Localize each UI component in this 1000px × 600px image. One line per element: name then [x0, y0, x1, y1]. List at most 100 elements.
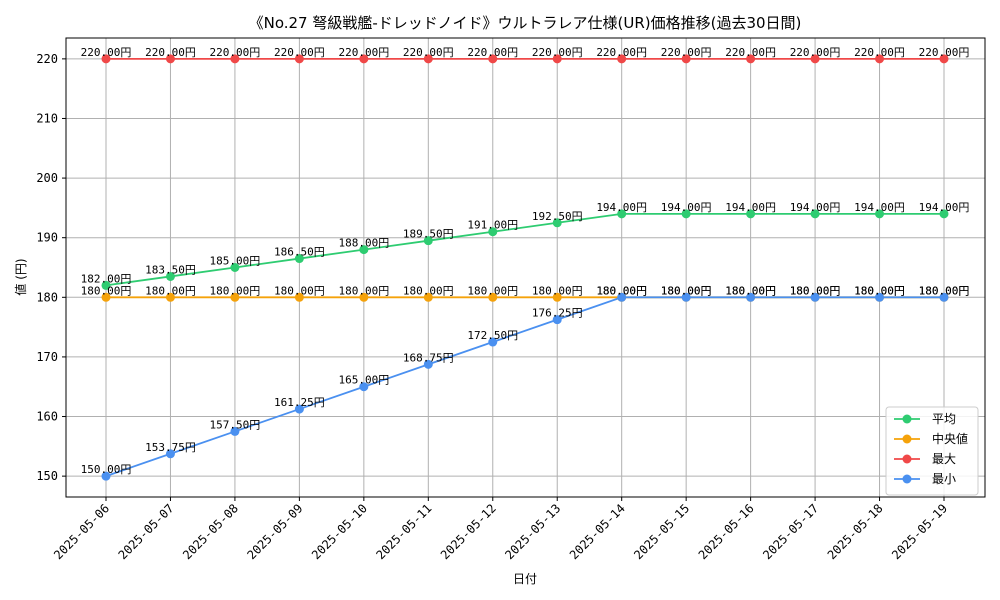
data-point: [230, 426, 240, 436]
data-point: [488, 292, 498, 302]
data-label: 220.00円: [81, 46, 132, 59]
data-point: [552, 218, 562, 228]
data-label: 180.00円: [725, 284, 776, 297]
data-label: 180.00円: [919, 284, 970, 297]
data-label: 220.00円: [338, 46, 389, 59]
x-axis-label: 日付: [513, 572, 537, 586]
data-point: [939, 292, 949, 302]
data-label: 180.00円: [661, 284, 712, 297]
legend-item: 平均: [894, 412, 956, 426]
data-label: 220.00円: [661, 46, 712, 59]
x-tick-label: 2025-05-19: [889, 501, 950, 562]
data-point: [423, 54, 433, 64]
x-tick-label: 2025-05-10: [309, 501, 370, 562]
data-point: [359, 292, 369, 302]
data-point: [875, 54, 885, 64]
data-label: 220.00円: [532, 46, 583, 59]
data-label: 168.75円: [403, 351, 454, 364]
data-label: 180.00円: [596, 284, 647, 297]
legend-item: 中央値: [894, 431, 968, 446]
chart-title: 《No.27 弩級戦艦-ドレッドノイド》ウルトラレア仕様(UR)価格推移(過去3…: [249, 14, 802, 32]
data-point: [101, 471, 111, 481]
data-point: [939, 209, 949, 219]
legend-label: 中央値: [932, 431, 968, 446]
data-point: [810, 209, 820, 219]
data-label: 185.00円: [210, 255, 261, 268]
series-line: [105, 296, 944, 477]
y-tick-label: 210: [36, 111, 58, 125]
data-point: [423, 292, 433, 302]
series-line: [105, 212, 944, 287]
data-label: 220.00円: [403, 46, 454, 59]
data-label: 161.25円: [274, 396, 325, 409]
data-point: [552, 315, 562, 325]
data-point: [552, 54, 562, 64]
data-point: [423, 236, 433, 246]
data-point: [101, 292, 111, 302]
data-point: [488, 227, 498, 237]
x-tick-label: 2025-05-17: [760, 501, 821, 562]
data-label: 180.00円: [467, 284, 518, 297]
data-label: 220.00円: [725, 46, 776, 59]
x-tick-label: 2025-05-15: [631, 501, 692, 562]
x-tick-label: 2025-05-14: [567, 501, 628, 562]
data-label: 180.00円: [145, 284, 196, 297]
data-point: [230, 54, 240, 64]
data-point: [488, 54, 498, 64]
data-point: [230, 263, 240, 272]
data-point: [810, 292, 820, 302]
x-tick-label: 2025-05-16: [696, 501, 757, 562]
x-tick-label: 2025-05-12: [438, 501, 499, 562]
data-label: 180.00円: [403, 284, 454, 297]
data-label: 180.00円: [210, 284, 261, 297]
y-tick-label: 150: [36, 469, 58, 483]
data-point: [359, 382, 369, 392]
series-layer: [101, 54, 949, 481]
legend-swatch-marker: [902, 434, 912, 444]
legend-label: 最小: [932, 472, 956, 486]
data-label: 180.00円: [854, 284, 905, 297]
data-label: 180.00円: [81, 284, 132, 297]
legend-item: 最大: [894, 452, 956, 466]
data-label: 183.50円: [145, 263, 196, 276]
data-point: [681, 292, 691, 302]
series-最小: [101, 292, 949, 481]
x-tick-label: 2025-05-09: [245, 501, 306, 562]
series-平均: [101, 209, 949, 290]
data-label: 182.00円: [81, 272, 132, 285]
legend-swatch-marker: [902, 414, 912, 424]
x-tick-label: 2025-05-08: [180, 501, 241, 562]
data-point: [294, 404, 304, 414]
data-point: [810, 54, 820, 64]
data-label: 180.00円: [274, 284, 325, 297]
legend-label: 最大: [932, 452, 956, 466]
legend-label: 平均: [932, 412, 956, 426]
y-tick-label: 170: [36, 350, 58, 364]
data-label: 220.00円: [467, 46, 518, 59]
data-label: 180.00円: [725, 284, 776, 297]
data-point: [552, 292, 562, 302]
data-point: [101, 280, 111, 290]
data-label: 220.00円: [145, 46, 196, 59]
data-label: 194.00円: [725, 201, 776, 214]
y-tick-label: 180: [36, 290, 58, 304]
data-labels: 182.00円 183.50円 185.00円 186.50円 188.00円 189.5…: [81, 46, 970, 476]
data-label: 194.00円: [790, 201, 841, 214]
data-label: 165.00円: [338, 374, 389, 387]
data-label: 192.50円: [532, 210, 583, 223]
x-tick-label: 2025-05-13: [502, 501, 563, 562]
data-point: [681, 54, 691, 64]
data-label: 220.00円: [854, 46, 905, 59]
x-tick-label: 2025-05-07: [116, 501, 177, 562]
data-label: 180.00円: [661, 284, 712, 297]
data-point: [617, 209, 627, 219]
plot-area: [65, 37, 986, 498]
data-label: 176.25円: [532, 307, 583, 320]
data-point: [359, 245, 369, 255]
data-point: [423, 359, 433, 369]
series-最大: [101, 54, 949, 64]
data-label: 172.50円: [467, 329, 518, 342]
legend-swatch-marker: [902, 454, 912, 464]
